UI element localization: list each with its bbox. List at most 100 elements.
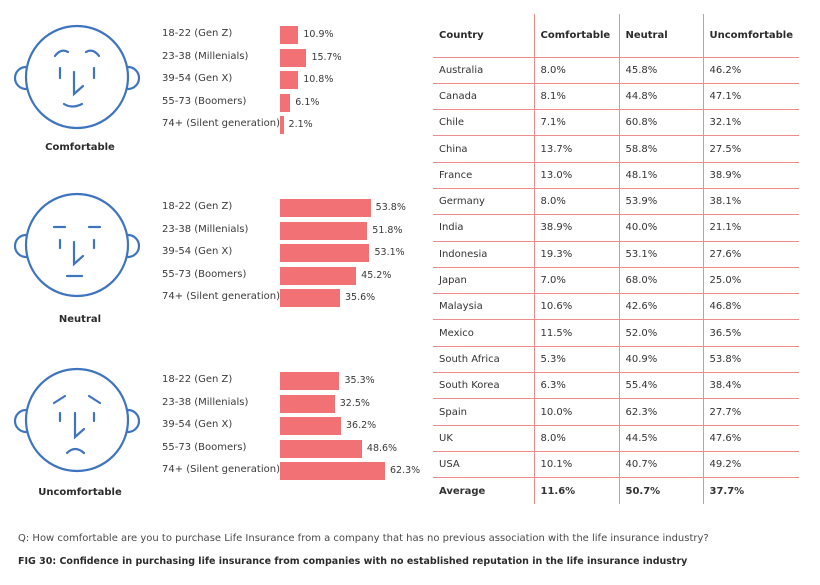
category-label: 18-22 (Gen Z): [162, 201, 233, 212]
table-cell-uncomfortable: 38.9%: [702, 162, 800, 189]
table-cell-country: Spain: [433, 398, 534, 426]
bar-row: 18-22 (Gen Z) 53.8%: [162, 199, 422, 217]
table-cell-comfortable: 19.3%: [533, 241, 619, 268]
category-label: 39-54 (Gen X): [162, 246, 233, 257]
bar: [280, 26, 299, 44]
value-label: 35.6%: [345, 292, 376, 303]
neutral-label: Neutral: [58, 314, 102, 325]
table-row: Spain 10.0% 62.3% 27.7%: [433, 398, 800, 426]
table-cell-comfortable: 13.0%: [533, 162, 619, 189]
table-row: Australia 8.0% 45.8% 46.2%: [433, 57, 800, 84]
table-cell-comfortable: 11.5%: [533, 319, 619, 347]
table-cell-neutral: 44.8%: [618, 83, 703, 111]
table-cell-neutral: 40.0%: [618, 214, 703, 242]
bar-row: 55-73 (Boomers) 6.1%: [162, 93, 422, 112]
table-header-neutral: Neutral: [618, 14, 703, 58]
table-row: India 38.9% 40.0% 21.1%: [433, 214, 800, 242]
table-row: South Korea 6.3% 55.4% 38.4%: [433, 372, 800, 400]
table-cell-neutral: 68.0%: [618, 267, 703, 295]
table-cell-neutral: 52.0%: [618, 319, 703, 347]
table-cell-neutral: 40.7%: [618, 451, 703, 479]
category-label: 74+ (Silent generation): [162, 291, 280, 302]
bar: [280, 439, 362, 458]
table-row: Canada 8.1% 44.8% 47.1%: [433, 83, 800, 111]
table-cell-country: India: [433, 214, 534, 242]
table-cell-comfortable: 10.1%: [533, 451, 619, 479]
value-label: 45.2%: [361, 269, 392, 281]
table-cell-comfortable: 38.9%: [533, 214, 619, 242]
table-cell-neutral: 55.4%: [618, 372, 703, 400]
neutral-face-icon: [13, 192, 141, 298]
bar: [280, 221, 368, 240]
table-cell-neutral: 60.8%: [618, 109, 703, 137]
table-cell-country: South Africa: [433, 346, 534, 374]
bar-row: 39-54 (Gen X) 36.2%: [162, 417, 422, 435]
category-label: 39-54 (Gen X): [162, 419, 233, 430]
table-cell-uncomfortable: 32.1%: [702, 109, 800, 137]
table-cell-country: Australia: [433, 57, 534, 84]
uncomfortable-label: Uncomfortable: [38, 487, 122, 498]
table-cell-country: Malaysia: [433, 293, 534, 321]
table-cell-country: France: [433, 162, 534, 189]
bar: [280, 372, 340, 390]
table-cell-neutral: 53.1%: [618, 241, 703, 268]
table-cell-country: USA: [433, 451, 534, 479]
bar: [280, 71, 299, 89]
bar-row: 74+ (Silent generation) 2.1%: [162, 116, 422, 134]
category-label: 55-73 (Boomers): [162, 441, 247, 453]
value-label: 10.9%: [303, 29, 334, 40]
table-cell-comfortable: 8.1%: [533, 83, 619, 111]
bar: [280, 93, 291, 112]
table-row: Chile 7.1% 60.8% 32.1%: [433, 109, 800, 137]
category-label: 23-38 (Millenials): [162, 396, 249, 408]
figure-caption: FIG 30: Confidence in purchasing life in…: [18, 556, 688, 567]
value-label: 10.8%: [303, 74, 334, 85]
country-comfort-table: Country Comfortable Neutral Uncomfortabl…: [433, 14, 800, 505]
table-cell-neutral: 44.5%: [618, 425, 703, 452]
table-cell-comfortable: 7.0%: [533, 267, 619, 295]
table-cell-comfortable: 7.1%: [533, 109, 619, 137]
table-cell-neutral: 48.1%: [618, 162, 703, 189]
table-header-country: Country: [433, 14, 534, 58]
table-cell-uncomfortable: 49.2%: [702, 451, 800, 479]
bar: [280, 289, 340, 307]
table-header-uncomfortable: Uncomfortable: [702, 14, 800, 58]
table-cell-uncomfortable: 27.7%: [702, 398, 800, 426]
bar-row: 55-73 (Boomers) 45.2%: [162, 266, 422, 285]
value-label: 36.2%: [346, 420, 377, 431]
table-cell-uncomfortable: 27.6%: [702, 241, 800, 268]
table-cell-comfortable: 8.0%: [533, 188, 619, 216]
category-label: 18-22 (Gen Z): [162, 28, 233, 39]
value-label: 35.3%: [344, 375, 375, 386]
bar: [280, 417, 341, 435]
table-cell-comfortable: 5.3%: [533, 346, 619, 374]
bar-row: 23-38 (Millenials) 15.7%: [162, 48, 422, 67]
bar-row: 39-54 (Gen X) 10.8%: [162, 71, 422, 89]
bar-row: 23-38 (Millenials) 32.5%: [162, 394, 422, 413]
table-cell-neutral: 53.9%: [618, 188, 703, 216]
value-label: 53.8%: [375, 202, 406, 213]
table-cell-uncomfortable: 21.1%: [702, 214, 800, 242]
table-cell-uncomfortable: 36.5%: [702, 319, 800, 347]
value-label: 32.5%: [339, 397, 370, 409]
table-cell-uncomfortable: 25.0%: [702, 267, 800, 295]
table-cell-neutral: 45.8%: [618, 57, 703, 84]
bar-row: 18-22 (Gen Z) 10.9%: [162, 26, 422, 44]
table-cell-comfortable: 13.7%: [533, 135, 619, 163]
table-cell-country: Germany: [433, 188, 534, 216]
table-cell-country: Indonesia: [433, 241, 534, 268]
value-label: 2.1%: [288, 119, 313, 130]
category-label: 18-22 (Gen Z): [162, 374, 233, 385]
bar: [280, 394, 335, 413]
table-cell-uncomfortable: 47.1%: [702, 83, 800, 111]
category-label: 39-54 (Gen X): [162, 73, 233, 84]
table-cell-neutral: 62.3%: [618, 398, 703, 426]
bar-row: 23-38 (Millenials) 51.8%: [162, 221, 422, 240]
smiling-face-icon: [13, 24, 141, 130]
bar-row: 39-54 (Gen X) 53.1%: [162, 244, 422, 262]
category-label: 74+ (Silent generation): [162, 464, 280, 475]
table-row: UK 8.0% 44.5% 47.6%: [433, 425, 800, 452]
table-row: Japan 7.0% 68.0% 25.0%: [433, 267, 800, 295]
category-label: 74+ (Silent generation): [162, 118, 280, 129]
bar-row: 74+ (Silent generation) 35.6%: [162, 289, 422, 307]
